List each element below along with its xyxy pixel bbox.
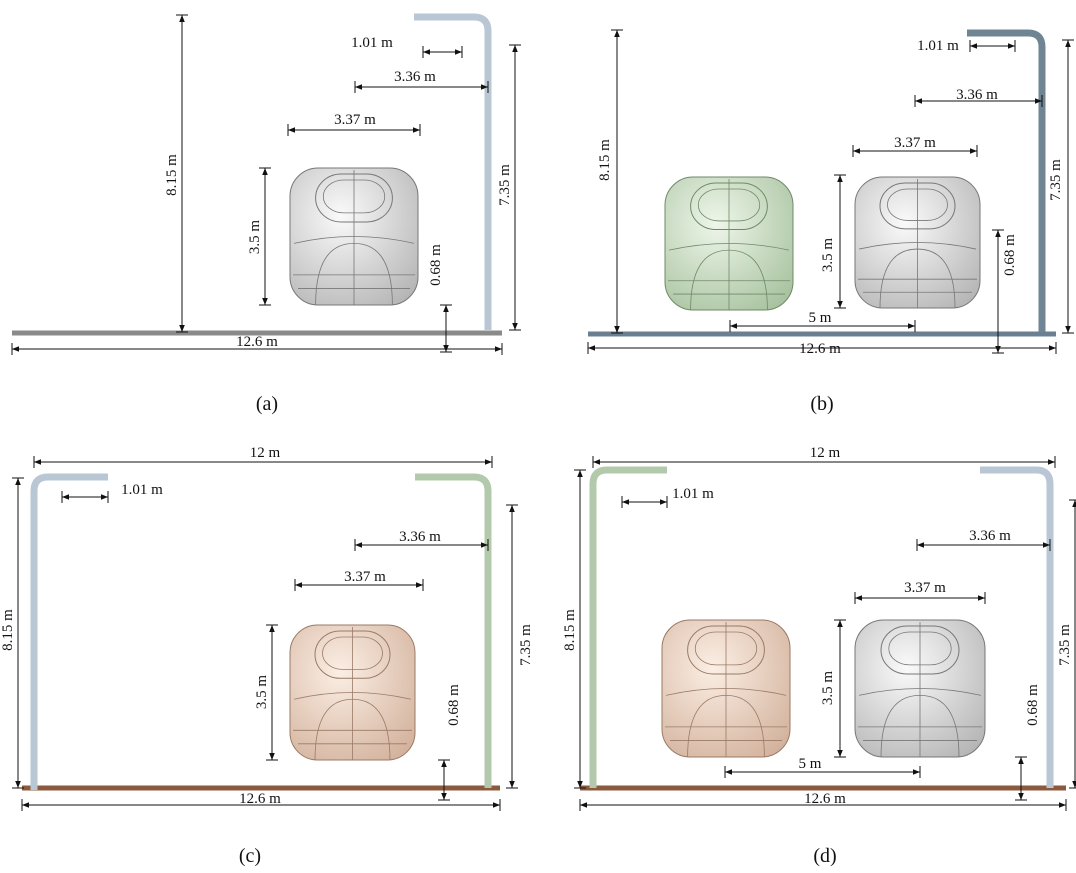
dimension-label: 12 m bbox=[810, 445, 841, 461]
dimension-label: 12 m bbox=[250, 445, 281, 461]
dimension-label: 5 m bbox=[799, 756, 822, 772]
dimension-label: 3.5 m bbox=[247, 220, 263, 255]
dimension-label: 7.35 m bbox=[1048, 159, 1064, 201]
pole bbox=[980, 470, 1050, 788]
dimension-label: 3.37 m bbox=[894, 135, 936, 151]
dimension-label: 0.68 m bbox=[1002, 234, 1018, 276]
dimension-label: 3.5 m bbox=[254, 675, 270, 710]
dimension-label: 5 m bbox=[809, 310, 832, 326]
panel-caption: (d) bbox=[813, 845, 836, 867]
figure: 8.15 m 1.01 m 3.36 m 3.37 m 3.5 m 0.68 m 7.35 … bbox=[0, 0, 1076, 873]
train bbox=[290, 168, 418, 305]
dimension-label: 7.35 m bbox=[1057, 624, 1073, 666]
dimension-label: 1.01 m bbox=[121, 482, 163, 498]
pole bbox=[593, 470, 667, 788]
dimension-label: 3.36 m bbox=[969, 528, 1011, 544]
dimension-label: 3.5 m bbox=[820, 238, 836, 273]
dimension-label: 8.15 m bbox=[562, 609, 578, 651]
dimension-label: 1.01 m bbox=[351, 35, 393, 51]
panel-caption: (b) bbox=[810, 393, 833, 415]
dimension-label: 12.6 m bbox=[236, 334, 278, 350]
dimension-label: 3.36 m bbox=[956, 87, 998, 103]
dimension-label: 7.35 m bbox=[497, 164, 513, 206]
pole bbox=[414, 17, 488, 330]
dimension-label: 3.5 m bbox=[820, 671, 836, 706]
dimension-label: 12.6 m bbox=[799, 341, 841, 357]
dimension-label: 3.37 m bbox=[904, 580, 946, 596]
pole bbox=[34, 477, 108, 790]
panel-caption: (a) bbox=[256, 393, 278, 415]
dimension-label: 1.01 m bbox=[917, 38, 959, 54]
dimension-label: 8.15 m bbox=[0, 609, 16, 651]
dimension-label: 0.68 m bbox=[1025, 684, 1041, 726]
dimension-label: 3.37 m bbox=[334, 112, 376, 128]
panel-caption: (c) bbox=[239, 845, 261, 867]
dimension-label: 3.36 m bbox=[394, 69, 436, 85]
train bbox=[665, 177, 793, 310]
train bbox=[662, 620, 790, 757]
dimension-label: 0.68 m bbox=[428, 244, 444, 286]
dimension-label: 8.15 m bbox=[164, 154, 180, 196]
train bbox=[855, 177, 980, 308]
dimension-label: 12.6 m bbox=[239, 791, 281, 807]
dimension-label: 8.15 m bbox=[597, 139, 613, 181]
dimension-label: 7.35 m bbox=[518, 624, 534, 666]
dimension-label: 3.37 m bbox=[344, 569, 386, 585]
dimension-label: 0.68 m bbox=[446, 684, 462, 726]
dimension-label: 1.01 m bbox=[672, 486, 714, 502]
dimension-label: 3.36 m bbox=[399, 529, 441, 545]
train bbox=[290, 625, 415, 760]
pole bbox=[415, 477, 488, 788]
train bbox=[855, 620, 985, 757]
dimension-label: 12.6 m bbox=[804, 791, 846, 807]
